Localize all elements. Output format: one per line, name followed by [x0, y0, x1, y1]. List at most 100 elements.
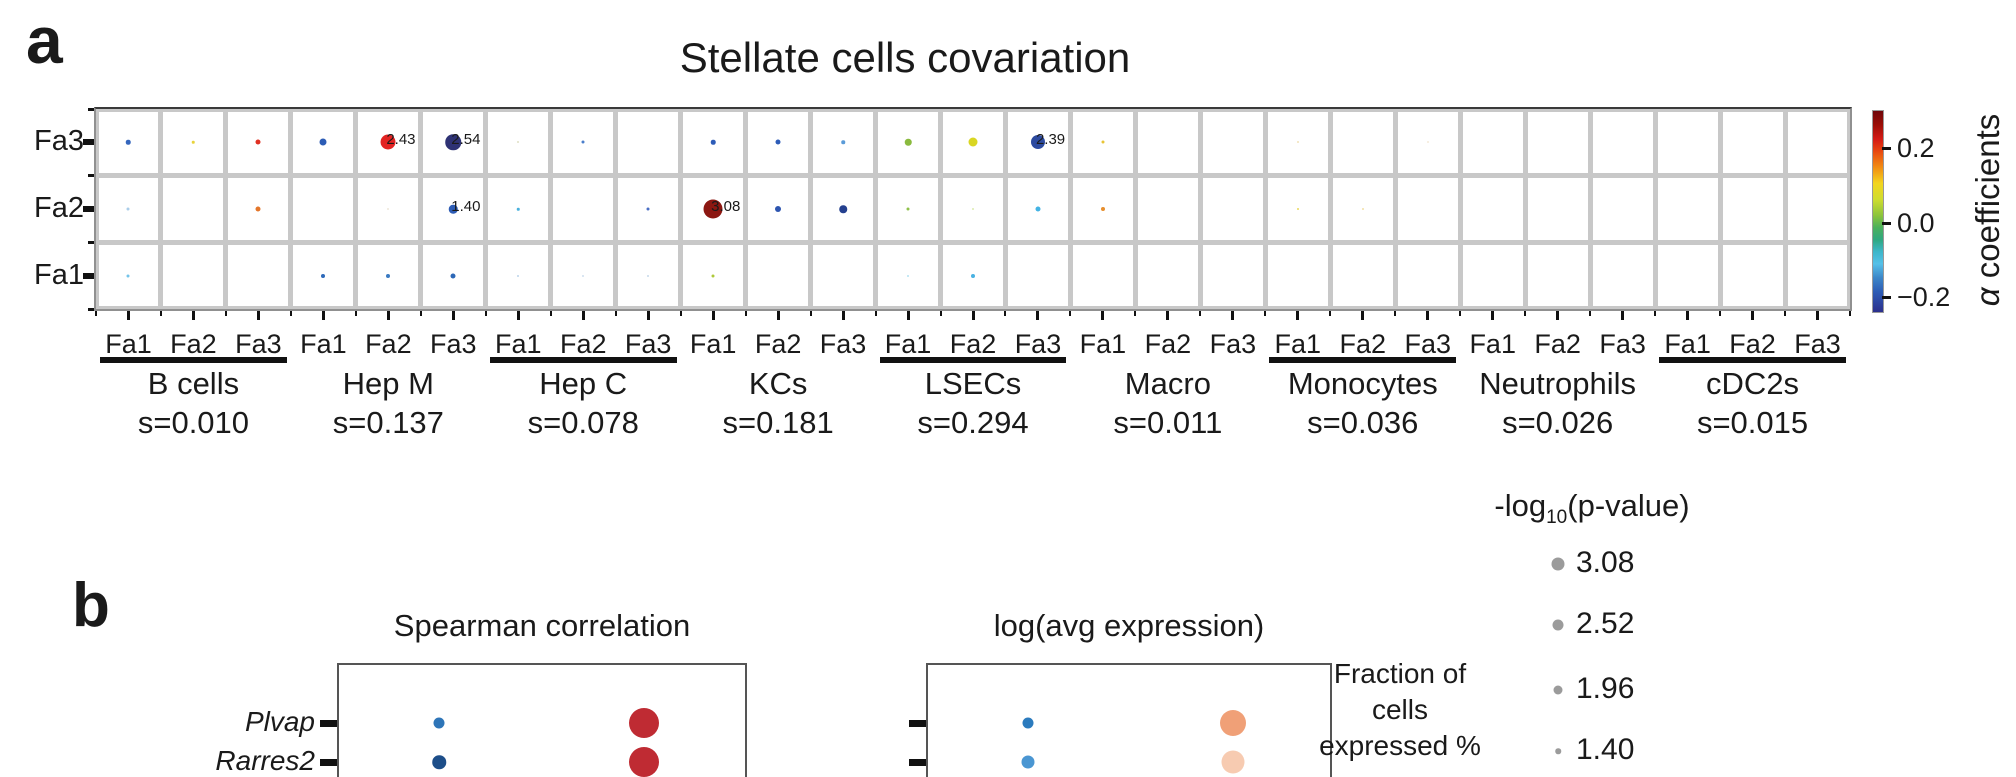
factor-label: Fa1	[105, 329, 152, 359]
x-axis-minor-tick	[1199, 311, 1202, 316]
log-avg-expression-dot	[1220, 710, 1246, 736]
factor-label: Fa1	[300, 329, 347, 359]
alpha-dot	[703, 199, 723, 219]
grid-cell	[1462, 244, 1523, 307]
alpha-dot	[126, 140, 131, 145]
x-axis-tick	[776, 311, 780, 320]
x-axis-minor-tick	[1459, 311, 1462, 316]
group-name: B cells	[147, 366, 240, 401]
x-axis-tick	[841, 311, 845, 320]
gene-axis-tick	[320, 719, 337, 727]
grid-cell	[1202, 111, 1263, 174]
colorbar-tick-label: 0.2	[1897, 132, 1935, 163]
group-name: cDC2s	[1706, 366, 1800, 401]
colorbar-tick-label: −0.2	[1897, 281, 1951, 312]
x-axis-minor-tick	[289, 311, 292, 316]
grid-cell	[1592, 244, 1653, 307]
alpha-dot	[126, 207, 130, 211]
x-axis-minor-tick	[159, 311, 162, 316]
x-axis-tick	[971, 311, 975, 320]
y-axis-minor-tick	[88, 174, 94, 178]
x-axis-tick	[1621, 311, 1625, 320]
grid-cell	[1722, 178, 1783, 240]
group-underline	[879, 357, 1067, 363]
x-axis-tick	[906, 311, 910, 320]
alpha-dot	[839, 205, 847, 213]
alpha-dot	[1296, 208, 1299, 210]
gene-axis-tick	[320, 758, 337, 766]
alpha-dot	[904, 139, 912, 146]
legend-dot-label: 2.52	[1576, 607, 1635, 640]
x-axis-tick	[451, 311, 455, 320]
alpha-dot	[972, 208, 974, 210]
fraction-of-cells-label: Fraction of cells expressed %	[1270, 656, 1530, 764]
grid-cell	[1137, 178, 1198, 240]
x-axis-minor-tick	[95, 311, 97, 316]
legend-title-suffix: (p-value)	[1567, 488, 1690, 523]
group-underline	[1659, 357, 1846, 363]
x-axis-minor-tick	[1654, 311, 1657, 316]
colorbar-axis-label: α coefficients	[1969, 114, 2007, 306]
spearman-plot-box	[337, 663, 747, 777]
alpha-dot	[386, 273, 391, 278]
covariation-grid: 2.43 2.54 2.39 1.40 3.08	[94, 107, 1852, 311]
factor-label: Fa1	[689, 329, 737, 359]
alpha-dot	[1035, 206, 1041, 212]
alpha-dot	[450, 273, 456, 279]
grid-cell	[1527, 111, 1588, 174]
alpha-dot	[841, 140, 845, 145]
factor-label: Fa1	[884, 329, 932, 359]
x-axis-tick	[191, 311, 195, 320]
colorbar-tick	[1882, 222, 1891, 226]
x-axis-minor-tick	[874, 311, 877, 316]
legend-dot	[1555, 748, 1561, 754]
y-axis-minor-tick	[88, 240, 94, 244]
grid-cell	[228, 244, 289, 307]
legend-dot	[1552, 619, 1564, 631]
group-s-value: s=0.015	[1696, 405, 1809, 440]
x-axis-tick	[1751, 311, 1755, 320]
alpha-dot	[517, 207, 520, 211]
legend-dot-label: 1.40	[1576, 733, 1635, 766]
x-axis-minor-tick	[1394, 311, 1397, 316]
grid-cell	[1527, 244, 1588, 307]
grid-cell	[813, 244, 874, 307]
grid-cell	[1267, 244, 1328, 307]
group-name: LSECs	[924, 366, 1022, 401]
x-axis-tick	[1231, 311, 1235, 320]
grid-cell	[1787, 244, 1848, 307]
factor-label: Fa3	[235, 329, 282, 359]
alpha-dot	[775, 206, 782, 212]
group-s-value: s=0.026	[1502, 405, 1614, 440]
alpha-dot-value: 2.43	[386, 131, 416, 149]
x-axis-minor-tick	[1784, 311, 1787, 316]
y-axis-minor-tick	[88, 307, 94, 311]
x-axis-minor-tick	[939, 311, 942, 316]
group-name: Macro	[1124, 366, 1211, 401]
grid-cell	[1007, 244, 1068, 307]
grid-cell	[1657, 178, 1718, 240]
group-s-value: s=0.137	[332, 405, 444, 440]
grid-cell	[163, 178, 224, 240]
gene-axis-tick	[909, 719, 926, 727]
alpha-dot-value: 2.39	[1035, 131, 1066, 149]
grid-cell	[1722, 244, 1783, 307]
group-name: Hep M	[342, 366, 434, 401]
row-label-fa2: Fa2	[34, 192, 84, 224]
gene-axis-tick	[909, 758, 926, 766]
spearman-correlation-dot	[433, 717, 445, 729]
log-avg-expression-dot	[1221, 750, 1245, 774]
group-s-value: s=0.294	[917, 405, 1029, 440]
x-axis-tick	[1361, 311, 1365, 320]
factor-label: Fa2	[754, 329, 802, 359]
x-axis-minor-tick	[679, 311, 682, 316]
grid-cell	[1592, 111, 1653, 174]
grid-cell	[1787, 111, 1848, 174]
factor-label: Fa2	[1729, 329, 1776, 359]
factor-label: Fa2	[559, 329, 607, 359]
grid-cell	[1462, 111, 1523, 174]
alpha-dot	[380, 134, 396, 150]
alpha-dot	[255, 139, 261, 145]
x-axis-minor-tick	[1719, 311, 1722, 316]
x-axis-minor-tick	[1264, 311, 1267, 316]
